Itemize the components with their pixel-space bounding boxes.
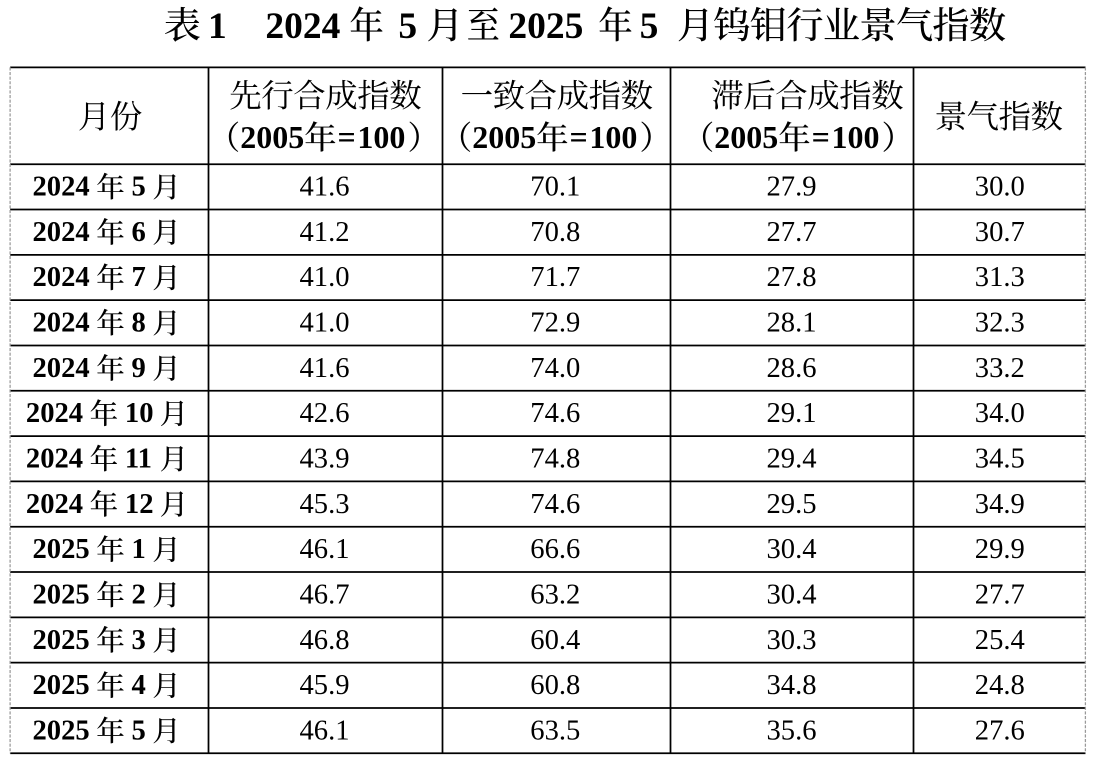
svg-text:34.8: 34.8 [766,670,816,701]
svg-text:27.6: 27.6 [975,715,1025,746]
svg-text:29.9: 29.9 [975,534,1025,565]
svg-text:2025: 2025 [33,534,90,565]
svg-text:2005: 2005 [714,119,778,155]
svg-text:30.7: 30.7 [975,217,1025,248]
svg-text:71.7: 71.7 [530,262,580,293]
svg-text:43.9: 43.9 [299,444,349,475]
svg-text:31.3: 31.3 [975,262,1025,293]
svg-text:41.0: 41.0 [299,308,349,339]
svg-text:60.8: 60.8 [530,670,580,701]
svg-text:2024: 2024 [33,262,90,293]
svg-text:8: 8 [132,308,146,339]
svg-text:100: 100 [589,119,637,155]
svg-text:100: 100 [357,119,405,155]
svg-text:1: 1 [208,6,227,47]
svg-text:2025: 2025 [33,670,90,701]
svg-text:2024: 2024 [33,308,90,339]
svg-text:41.0: 41.0 [299,262,349,293]
svg-text:=: = [812,119,830,155]
svg-text:5: 5 [640,6,659,47]
svg-text:28.1: 28.1 [766,308,816,339]
svg-text:29.4: 29.4 [766,444,816,475]
svg-text:45.3: 45.3 [299,489,349,520]
svg-text:72.9: 72.9 [530,308,580,339]
svg-text:2024: 2024 [26,489,83,520]
svg-text:5: 5 [132,715,146,746]
svg-text:10: 10 [125,398,154,429]
svg-text:12: 12 [125,489,154,520]
svg-text:=: = [570,119,588,155]
svg-text:2025: 2025 [508,6,583,47]
svg-text:5: 5 [132,172,146,203]
svg-text:35.6: 35.6 [766,715,816,746]
svg-text:2025: 2025 [33,715,90,746]
svg-text:3: 3 [132,625,146,656]
svg-text:2024: 2024 [33,217,90,248]
svg-text:33.2: 33.2 [975,353,1025,384]
svg-text:29.5: 29.5 [766,489,816,520]
svg-text:2024: 2024 [26,398,83,429]
svg-text:74.6: 74.6 [530,489,580,520]
svg-text:74.6: 74.6 [530,398,580,429]
svg-text:74.0: 74.0 [530,353,580,384]
svg-text:27.7: 27.7 [975,580,1025,611]
svg-text:41.6: 41.6 [299,353,349,384]
svg-text:63.5: 63.5 [530,715,580,746]
svg-text:2005: 2005 [472,119,536,155]
svg-text:29.1: 29.1 [766,398,816,429]
svg-text:=: = [338,119,356,155]
svg-text:24.8: 24.8 [975,670,1025,701]
svg-text:41.2: 41.2 [299,217,349,248]
svg-text:25.4: 25.4 [975,625,1025,656]
svg-text:42.6: 42.6 [299,398,349,429]
svg-text:1: 1 [132,534,146,565]
svg-text:46.8: 46.8 [299,625,349,656]
svg-text:2024: 2024 [33,353,90,384]
svg-text:41.6: 41.6 [299,172,349,203]
svg-text:2025: 2025 [33,625,90,656]
svg-text:74.8: 74.8 [530,444,580,475]
svg-text:32.3: 32.3 [975,308,1025,339]
svg-text:7: 7 [132,262,146,293]
svg-text:2024: 2024 [26,444,83,475]
svg-text:63.2: 63.2 [530,580,580,611]
svg-text:66.6: 66.6 [530,534,580,565]
svg-text:27.7: 27.7 [766,217,816,248]
svg-text:34.9: 34.9 [975,489,1025,520]
svg-text:30.4: 30.4 [766,580,816,611]
svg-text:100: 100 [832,119,880,155]
svg-text:2024: 2024 [33,172,90,203]
svg-text:2005: 2005 [240,119,304,155]
svg-text:46.7: 46.7 [299,580,349,611]
svg-text:28.6: 28.6 [766,353,816,384]
svg-text:2024: 2024 [265,6,340,47]
svg-text:30.3: 30.3 [766,625,816,656]
svg-text:34.0: 34.0 [975,398,1025,429]
svg-text:6: 6 [132,217,146,248]
svg-text:45.9: 45.9 [299,670,349,701]
svg-text:2: 2 [132,580,146,611]
svg-text:30.0: 30.0 [975,172,1025,203]
svg-text:30.4: 30.4 [766,534,816,565]
svg-text:70.1: 70.1 [530,172,580,203]
svg-text:70.8: 70.8 [530,217,580,248]
svg-text:4: 4 [132,670,146,701]
svg-text:34.5: 34.5 [975,444,1025,475]
svg-text:27.9: 27.9 [766,172,816,203]
svg-text:27.8: 27.8 [766,262,816,293]
svg-text:60.4: 60.4 [530,625,580,656]
svg-text:2025: 2025 [33,580,90,611]
svg-text:9: 9 [132,353,146,384]
svg-text:5: 5 [398,6,417,47]
svg-text:11: 11 [125,444,152,475]
svg-text:46.1: 46.1 [299,715,349,746]
svg-text:46.1: 46.1 [299,534,349,565]
